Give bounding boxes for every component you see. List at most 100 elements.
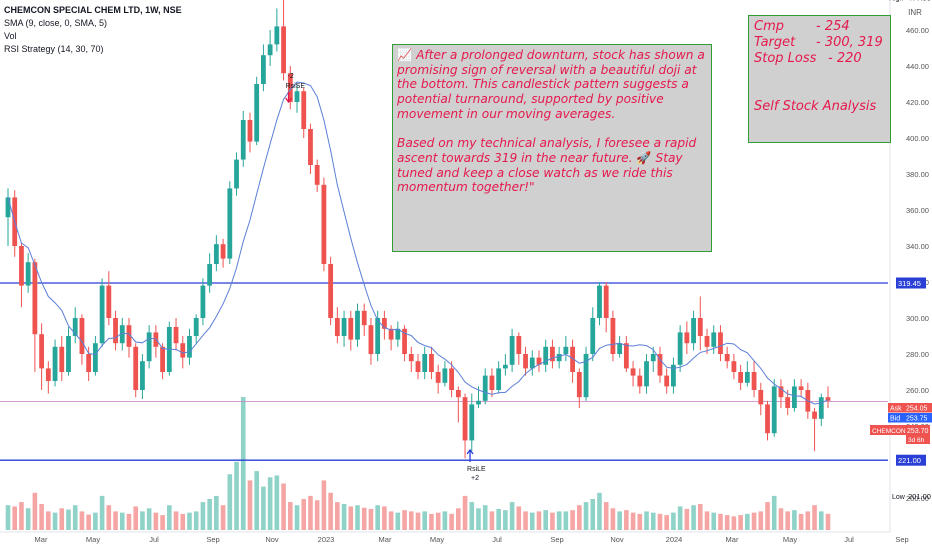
volume-bar [785,511,790,530]
candle-body [119,325,125,344]
candle-body [187,336,192,358]
volume-bar [19,502,24,530]
volume-bar [650,512,656,530]
volume-bar [146,508,152,530]
legend-rsi[interactable]: RSI Strategy (14, 30, 70) [4,44,104,54]
candle-body [402,328,407,354]
volume-bar [382,506,387,530]
candle-body [597,285,602,318]
volume-bar [341,503,347,530]
volume-bar [711,512,717,530]
candle-body [697,318,703,336]
y-tick-label: 340.00 [906,242,929,251]
volume-bar [603,502,609,530]
candle-body [72,318,78,336]
stoploss-value: - 220 [828,51,862,66]
candle-body [603,285,609,318]
candle-body [314,165,320,185]
volume-bar [200,502,206,530]
y-tick-label: 380.00 [906,170,929,179]
candle-body [240,120,246,160]
low-tag: Low [892,494,906,501]
candle-body [308,129,313,165]
candle-body [408,354,414,362]
volume-bar [261,486,266,530]
rsi-short-count: -2 [288,73,294,80]
note-paragraph-2a: Based on my technical analysis, I forese… [397,136,697,165]
legend-title[interactable]: CHEMCON SPECIAL CHEM LTD, 1W, NSE [4,5,182,15]
volume-bar [718,513,723,530]
candle-body [556,354,562,362]
volume-bar [724,515,730,530]
countdown: 3d 6h [908,437,925,444]
legend-sma[interactable]: SMA (9, close, 0, SMA, 5) [4,18,108,28]
candle-body [341,318,347,336]
candle-body [751,372,757,390]
candle-body [449,368,455,390]
candle-body [173,327,179,344]
chart-increasing-icon: 📈 [397,48,413,62]
candle-body [644,361,649,387]
y-tick-label: 440.00 [906,62,929,71]
candle-body [321,184,327,264]
volume-bar [193,511,199,530]
volume-bar [106,505,112,530]
volume-bar [133,506,139,530]
candle-body [113,318,118,344]
rocket-icon: 🚀 [636,150,652,165]
sma-line [7,81,829,405]
x-tick-label: Jul [492,535,502,544]
low-value: 201.00 [908,492,931,501]
candle-body [812,411,817,419]
last-price: 253.70 [907,428,929,435]
candle-body [146,332,152,362]
note-paragraph-1: After a prolonged downturn, stock has sh… [397,48,705,121]
currency-label[interactable]: INR [908,8,922,17]
volume-bar [624,510,629,530]
candle-body [388,328,394,340]
x-tick-label: Nov [265,535,279,544]
candle-body [25,262,31,286]
volume-bar [287,502,293,530]
y-tick-label: 280.00 [906,350,929,359]
candle-body [482,375,488,401]
candle-body [375,318,381,354]
volume-bar [577,505,582,530]
y-tick-label: 460.00 [906,26,929,35]
volume-bar [388,511,394,530]
analysis-note: 📈 After a prolonged downturn, stock has … [392,44,712,252]
legend-vol[interactable]: Vol [4,31,17,41]
volume-bar [348,506,354,530]
volume-bar [254,471,259,530]
candle-body [455,390,461,398]
volume-bar [563,511,569,530]
volume-bar [308,495,313,530]
volume-bar [664,515,669,530]
x-tick-label: Mar [379,535,392,544]
x-tick-label: Sep [206,535,219,544]
x-tick-label: Nov [610,535,624,544]
candle-body [193,318,199,336]
volume-bar [704,511,710,530]
bid-tag: Bid [890,416,900,423]
volume-bar [671,512,676,530]
price-targets-note: Cmp - 254 Target - 300, 319 Stop Loss - 220… [748,15,891,143]
y-tick-label: 360.00 [906,206,929,215]
volume-bar [220,505,226,530]
volume-bar [180,513,186,530]
volume-bar [113,511,118,530]
volume-bar [482,505,488,530]
candle-body [5,197,11,218]
y-tick-label: 200.00 [906,494,929,503]
candle-body [630,368,636,376]
volume-bar [570,510,575,530]
line-319-value: 319.45 [898,279,921,288]
candle-body [39,334,45,369]
volume-bar [798,513,804,530]
target-label: Target [754,35,796,50]
volume-bar [812,505,817,530]
candle-body [536,357,542,365]
candle-body [267,44,273,56]
candle-body [563,346,569,354]
candle-body [59,346,65,372]
